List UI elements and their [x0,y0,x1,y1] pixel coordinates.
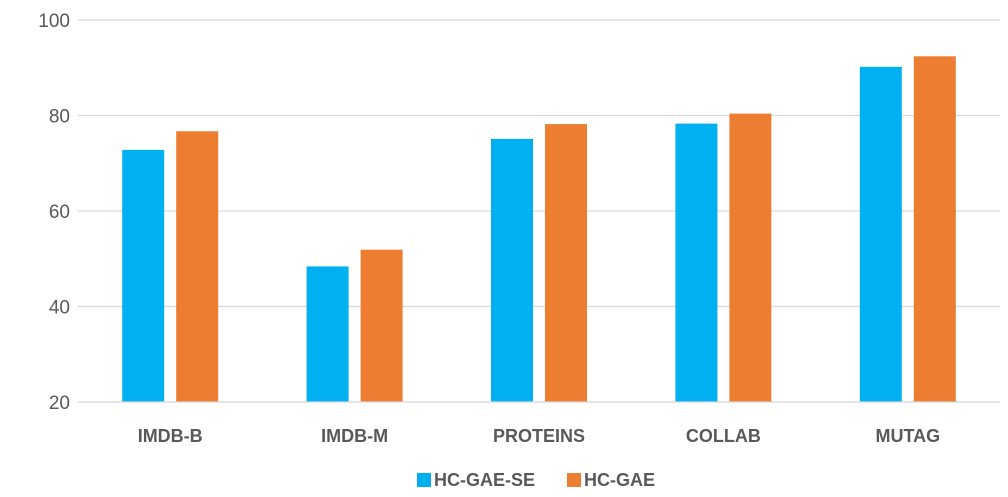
y-tick-label-60: 60 [49,202,70,223]
bar-hc-gae-mutag [913,56,956,402]
bar-hc-gae-imdb-m [360,249,403,402]
y-tick-label-100: 100 [38,11,70,32]
bar-hc-gae-proteins [545,124,587,402]
bar-hc-gae-imdb-b [176,131,219,402]
legend-label-hc-gae-se: HC-GAE-SE [434,470,535,490]
x-tick-label-proteins: PROTEINS [493,426,585,446]
bar-hc-gae-se-imdb-m [306,266,349,402]
legend: HC-GAE-SE HC-GAE [417,470,655,490]
x-tick-label-imdb-m: IMDB-M [321,426,388,446]
y-tick-label-80: 80 [49,107,70,128]
legend-swatch-hc-gae [567,473,581,487]
legend-swatch-hc-gae-se [417,473,431,487]
y-tick-label-20: 20 [49,393,70,414]
bar-hc-gae-collab [729,113,772,402]
bar-hc-gae-se-collab [675,123,718,403]
bars [122,56,956,403]
x-tick-label-imdb-b: IMDB-B [138,426,203,446]
x-axis: IMDB-B IMDB-M PROTEINS COLLAB MUTAG [78,401,1000,446]
bar-hc-gae-se-imdb-b [122,149,165,402]
legend-label-hc-gae: HC-GAE [584,470,655,490]
x-tick-label-collab: COLLAB [686,426,761,446]
bar-hc-gae-se-proteins [491,138,533,402]
y-axis-ticks: 20 40 60 80 100 [38,11,70,414]
x-tick-label-mutag: MUTAG [875,426,940,446]
y-tick-label-40: 40 [49,298,70,319]
bar-hc-gae-se-mutag [859,66,902,403]
